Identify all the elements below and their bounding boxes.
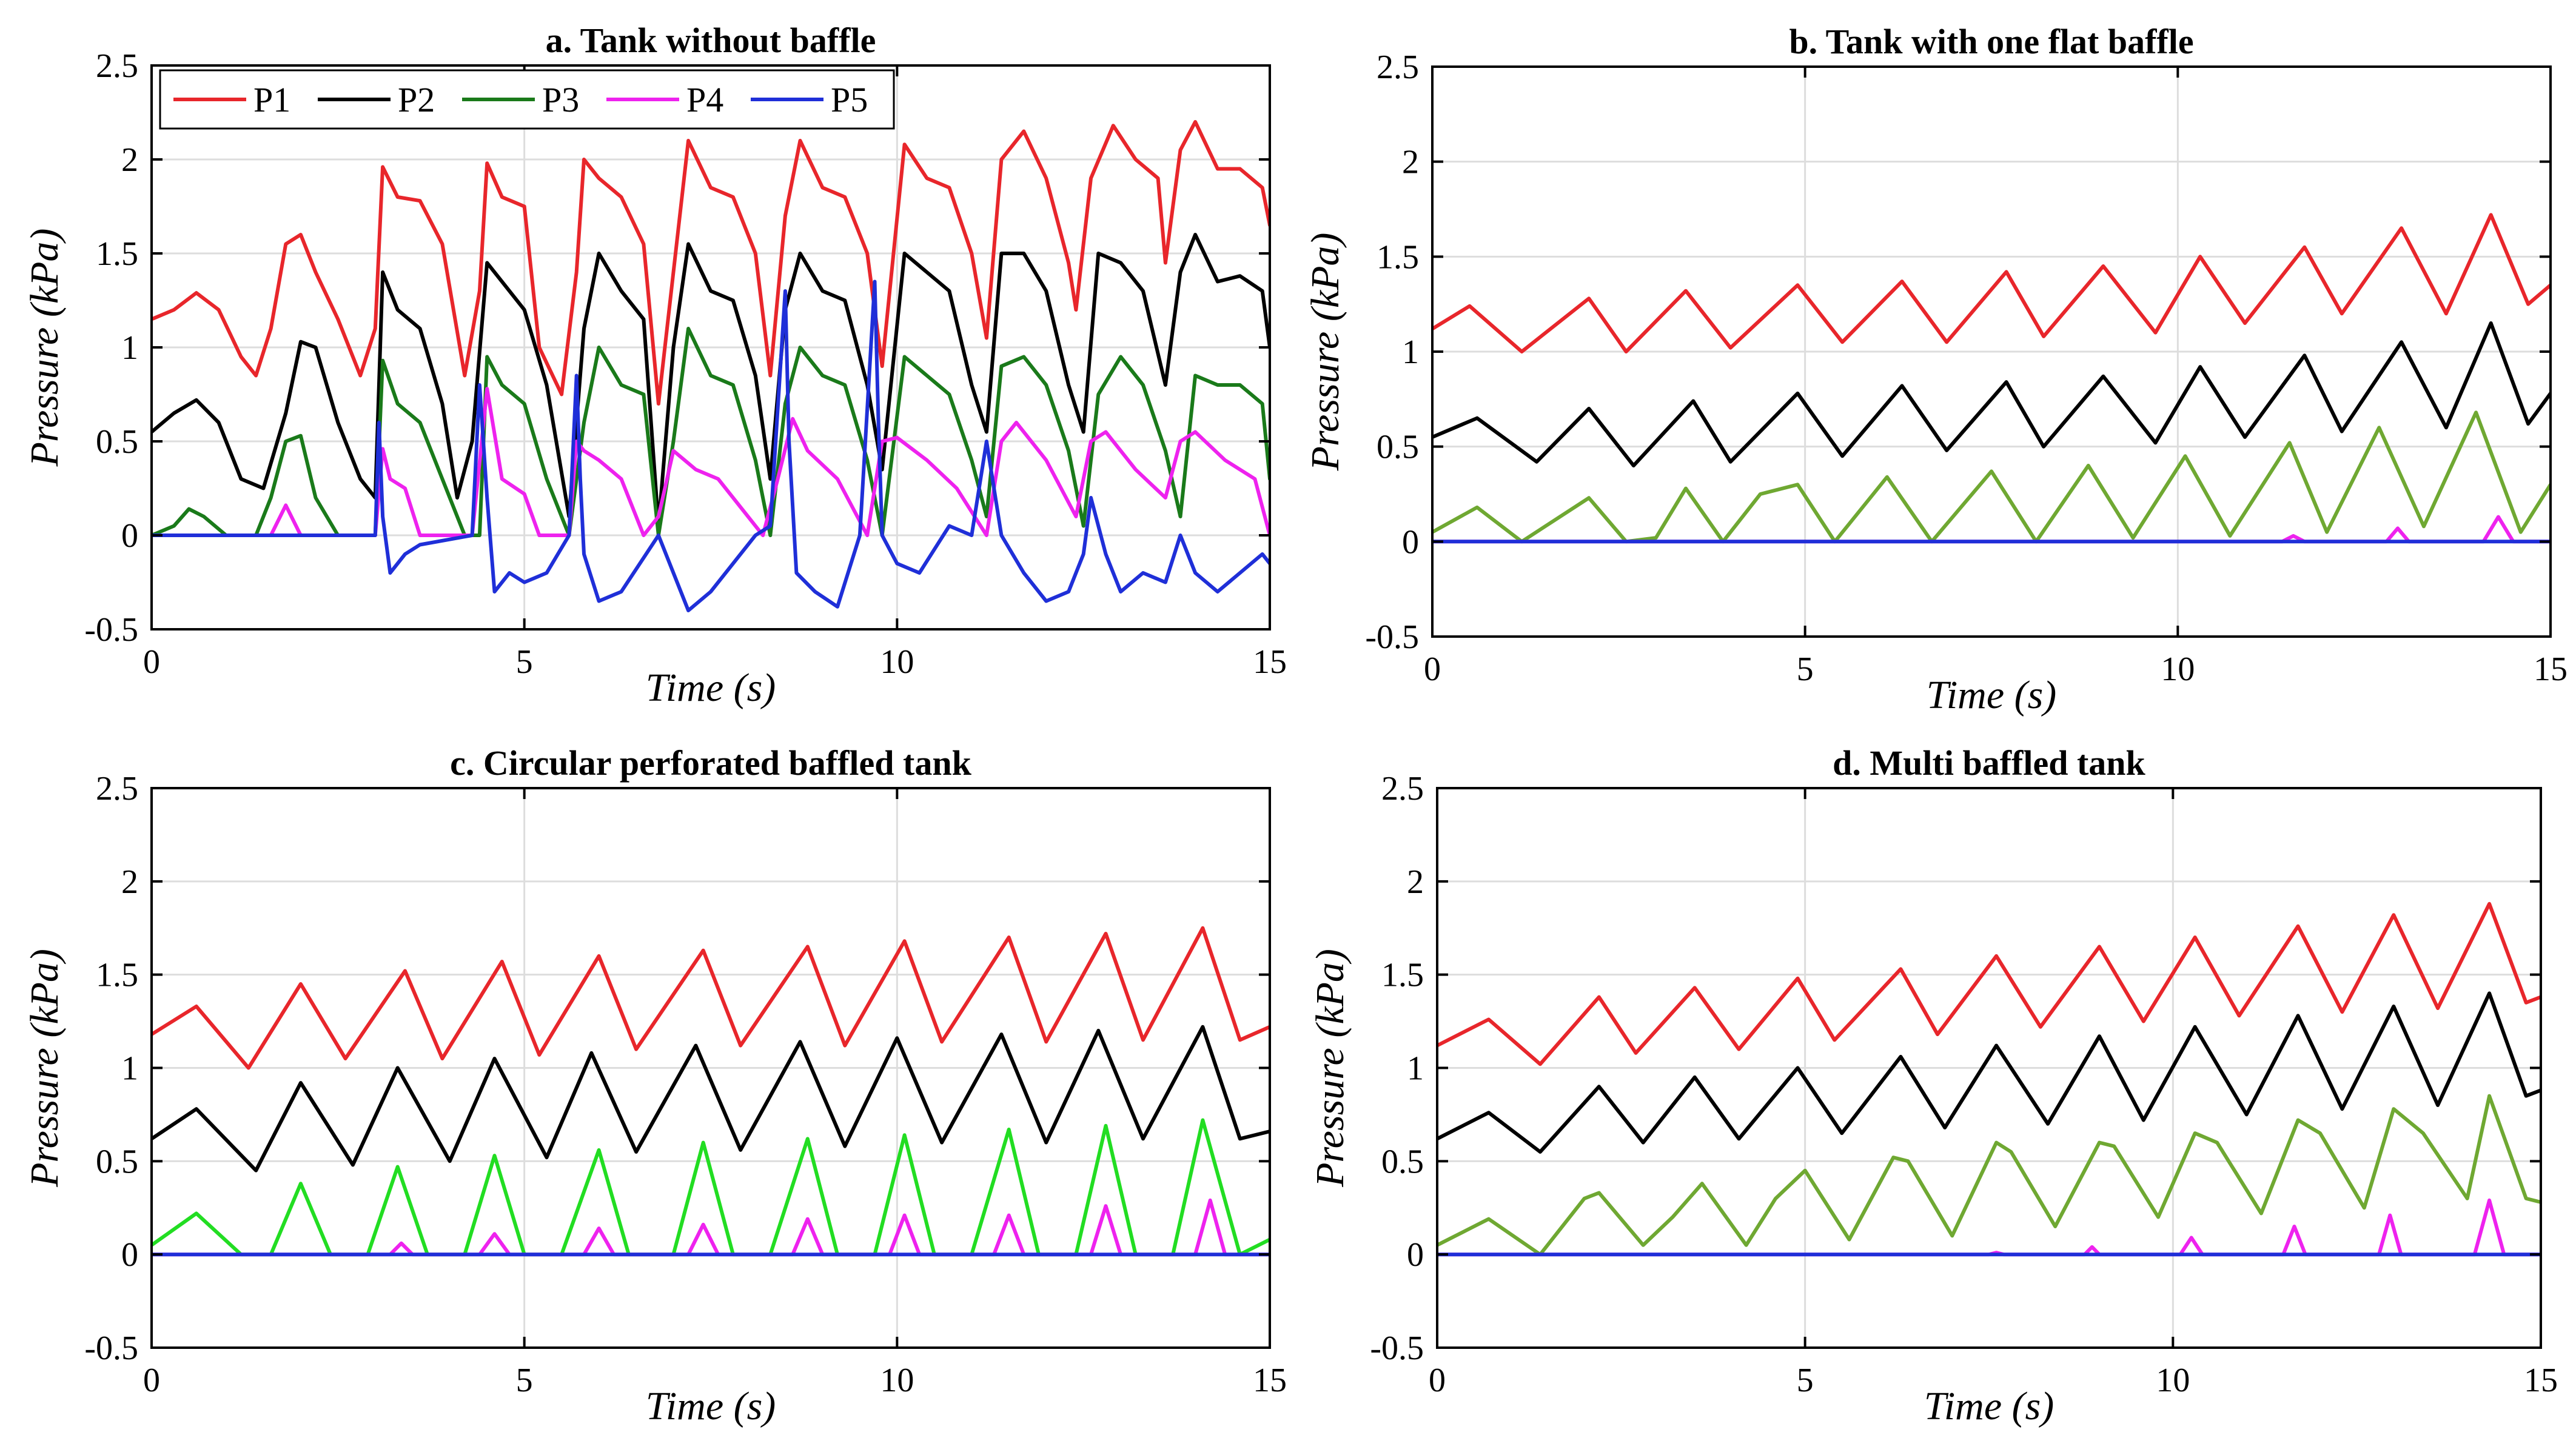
x-tick-label: 10 xyxy=(2161,651,2195,688)
x-tick-label: 5 xyxy=(516,1362,533,1399)
y-tick-label: 1 xyxy=(1402,333,1419,371)
x-tick-label: 10 xyxy=(2156,1362,2190,1399)
x-tick-label: 15 xyxy=(2534,651,2568,688)
y-axis-label: Pressure (kPa) xyxy=(1308,949,1352,1188)
x-axis-label: Time (s) xyxy=(646,1384,776,1428)
legend-label-p4: P4 xyxy=(686,80,723,119)
x-tick-label: 0 xyxy=(143,1362,160,1399)
legend-label-p2: P2 xyxy=(398,80,435,119)
series-line-p2 xyxy=(152,233,1270,528)
series-line-p1 xyxy=(1432,213,2551,353)
panel-title: d. Multi baffled tank xyxy=(1833,743,2145,783)
series-line-p4 xyxy=(152,1198,1270,1257)
legend: P1 P2 P3 P4 P5 xyxy=(159,69,895,130)
x-tick-label: 10 xyxy=(880,1362,914,1399)
panel-d: 0 5 10 15-0.500.511.522.5d. Multi baffled t… xyxy=(1308,743,2558,1428)
y-tick-label: 2.5 xyxy=(96,770,138,808)
x-axis-label: Time (s) xyxy=(1924,1384,2054,1428)
series-line-p3 xyxy=(1437,1094,2541,1257)
y-tick-label: 2 xyxy=(1407,863,1424,901)
panel-title: c. Circular perforated baffled tank xyxy=(450,743,971,783)
x-axis-label: Time (s) xyxy=(1927,673,2057,717)
y-tick-label: 1 xyxy=(121,1050,138,1088)
y-tick-label: 0 xyxy=(121,1236,138,1274)
panel-title: b. Tank with one flat baffle xyxy=(1789,22,2193,61)
series-line-p1 xyxy=(152,926,1270,1070)
panel-title: a. Tank without baffle xyxy=(546,21,876,60)
x-tick-label: 15 xyxy=(1253,1362,1287,1399)
y-tick-label: 1.5 xyxy=(96,235,138,273)
y-tick-label: 1.5 xyxy=(1381,957,1424,994)
x-tick-label: 5 xyxy=(1797,651,1814,688)
y-tick-label: 1 xyxy=(1407,1050,1424,1088)
x-tick-label: 0 xyxy=(143,643,160,681)
y-tick-label: 0 xyxy=(121,517,138,555)
y-tick-label: 0 xyxy=(1407,1236,1424,1274)
panel-a: 0 5 10 15-0.500.511.522.5a. Tank without ba… xyxy=(22,21,1287,710)
series-line-p2 xyxy=(1432,321,2551,467)
y-tick-label: 2 xyxy=(121,141,138,179)
y-tick-label: 2.5 xyxy=(96,47,138,85)
y-tick-label: 2 xyxy=(121,863,138,901)
y-tick-label: -0.5 xyxy=(1370,1330,1424,1367)
series-line-p5 xyxy=(152,279,1270,612)
y-tick-label: 2.5 xyxy=(1381,770,1424,808)
y-tick-label: 0.5 xyxy=(96,423,138,461)
y-axis-label: Pressure (kPa) xyxy=(1303,233,1347,472)
y-tick-label: 0.5 xyxy=(96,1143,138,1180)
y-tick-label: 0 xyxy=(1402,523,1419,561)
series-line-p4 xyxy=(152,387,1270,537)
y-tick-label: 1 xyxy=(121,329,138,367)
y-tick-label: 2.5 xyxy=(1377,48,1419,86)
y-tick-label: -0.5 xyxy=(1365,618,1419,656)
y-tick-label: 1.5 xyxy=(96,957,138,994)
series-line-p1 xyxy=(152,120,1270,406)
legend-label-p3: P3 xyxy=(542,80,579,119)
x-tick-label: 5 xyxy=(1797,1362,1814,1399)
series-line-p1 xyxy=(1437,901,2541,1066)
x-tick-label: 10 xyxy=(880,643,914,681)
y-tick-label: -0.5 xyxy=(84,1330,138,1367)
series-line-p3 xyxy=(152,327,1270,537)
y-axis-label: Pressure (kPa) xyxy=(22,949,67,1188)
x-axis-label: Time (s) xyxy=(646,666,776,710)
panel-c: 0 5 10 15-0.500.511.522.5c. Circular perfor… xyxy=(22,743,1287,1428)
y-tick-label: 0.5 xyxy=(1377,429,1419,466)
panel-b: 0 5 10 15-0.500.511.522.5b. Tank with one f… xyxy=(1303,22,2568,717)
y-tick-label: 1.5 xyxy=(1377,238,1419,276)
legend-label-p1: P1 xyxy=(253,80,290,119)
x-tick-label: 15 xyxy=(1253,643,1287,681)
series-line-p2 xyxy=(1437,991,2541,1154)
x-tick-label: 15 xyxy=(2524,1362,2558,1399)
x-tick-label: 5 xyxy=(516,643,533,681)
legend-label-p5: P5 xyxy=(831,80,868,119)
x-tick-label: 0 xyxy=(1429,1362,1446,1399)
series-line-p4 xyxy=(1432,515,2551,544)
y-tick-label: 2 xyxy=(1402,144,1419,181)
x-tick-label: 0 xyxy=(1424,651,1441,688)
series-line-p2 xyxy=(152,1025,1270,1172)
y-tick-label: 0.5 xyxy=(1381,1143,1424,1180)
y-tick-label: -0.5 xyxy=(84,611,138,649)
y-axis-label: Pressure (kPa) xyxy=(22,229,67,467)
